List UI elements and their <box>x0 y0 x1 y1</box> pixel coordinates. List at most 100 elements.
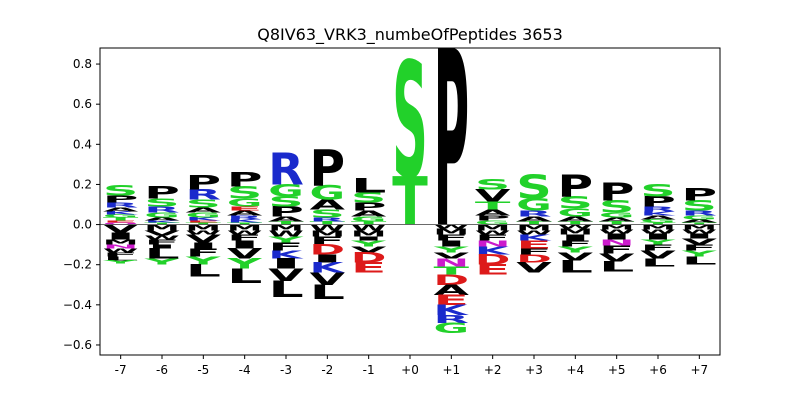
logo-letter-+5-up-2: G <box>599 211 635 219</box>
logo-letter-+2-down-5: D <box>475 252 511 268</box>
logo-letter--2-down-3: D <box>310 242 346 258</box>
logo-letter--6-down-4: I <box>144 244 180 250</box>
y-tick-label: −0.4 <box>63 298 92 312</box>
logo-letter--1-down-0: W <box>351 223 387 233</box>
logo-letter-+6-down-3: Y <box>639 238 675 246</box>
logo-letter--6-down-2: W <box>144 235 180 241</box>
logo-letter-+7-down-1: W <box>682 229 718 235</box>
logo-letter--2-up-3: A <box>310 197 347 213</box>
logo-letter-+6-up-3: K <box>640 211 676 217</box>
logo-letter--7-up-3: G <box>103 214 139 219</box>
logo-letter--5-up-2: K <box>186 217 223 222</box>
logo-letter-+6-up-4: R <box>640 205 676 213</box>
logo-letter--5-down-5: Y <box>185 255 222 268</box>
logo-letter-+2-down-1: W <box>475 230 511 236</box>
logo-letter-+2-up-4: V <box>475 187 511 206</box>
x-tick-label: +1 <box>442 363 460 377</box>
logo-letter--7-up-1: E <box>103 220 139 223</box>
logo-letter--6-up-1: K <box>144 220 181 223</box>
logo-letter-+6-up-6: S <box>640 181 676 200</box>
y-tick-label: 0.6 <box>73 97 92 111</box>
logo-letter--2-up-1: R <box>310 216 346 223</box>
logo-letter-+2-up-0: G <box>475 220 511 226</box>
logo-letter--4-down-5: Y <box>226 257 263 273</box>
logo-letter--3-down-7: L <box>268 277 304 302</box>
logo-letter-+4-up-4: P <box>558 168 594 204</box>
logo-letter--4-up-2: R <box>227 214 263 221</box>
logo-letter-+6-up-1: G <box>640 219 676 224</box>
logo-letter-+3-up-2: R <box>516 209 552 219</box>
plot-area: QETGKARPSVIMNWFLYTKAGRSPMVWFILYTEKGASRPM… <box>99 1 721 356</box>
logo-letter-+2-down-4: K <box>475 244 511 257</box>
logo-letter-+1-up-0: P <box>434 1 470 282</box>
logo-letter--7-down-7: Y <box>102 260 139 265</box>
logo-letter--4-up-0: T <box>227 222 263 225</box>
logo-letter--4-down-6: L <box>227 265 263 288</box>
logo-letter--3-up-0: T <box>268 221 305 226</box>
logo-letter--3-up-5: R <box>268 143 304 195</box>
logo-letter-+1-down-4: Y <box>433 245 469 255</box>
logo-letter-+1-down-9: A <box>434 282 471 298</box>
logo-letter-+6-down-2: I <box>640 232 676 242</box>
logo-letter-+7-down-4: F <box>682 243 718 253</box>
logo-letter-+6-down-6: L <box>640 257 676 270</box>
logo-letter--7-up-8: S <box>103 183 139 199</box>
logo-letter-+2-up-5: S <box>475 177 511 193</box>
logo-letter-+7-down-2: I <box>682 232 718 240</box>
logo-letter-+6-up-0: T <box>640 222 676 225</box>
logo-letter-+5-down-6: L <box>599 259 635 275</box>
x-tick-label: -6 <box>156 363 168 377</box>
logo-letter--3-up-2: P <box>268 204 304 220</box>
logo-letter-+7-down-6: L <box>682 255 718 268</box>
logo-letter--6-down-5: L <box>144 246 180 262</box>
logo-letter-+2-down-2: F <box>475 233 511 243</box>
logo-letter--1-down-4: V <box>351 245 387 255</box>
logo-letter--7-down-3: N <box>103 244 139 250</box>
logo-letter--7-up-5: A <box>103 206 140 212</box>
logo-letter--6-down-3: F <box>144 238 180 246</box>
x-tick-label: -3 <box>280 363 292 377</box>
logo-letter--1-down-2: I <box>351 236 387 242</box>
logo-letter--4-up-6: S <box>227 183 263 202</box>
logo-letter--7-up-7: P <box>103 194 139 205</box>
logo-letter-+1-down-5: V <box>434 251 470 261</box>
y-tick-label: 0.2 <box>73 177 92 191</box>
logo-letter-+1-down-7: T <box>434 265 470 278</box>
logo-letter--5-up-3: G <box>186 211 222 219</box>
logo-letter--1-down-6: E <box>351 260 387 276</box>
logo-letter--7-up-0: Q <box>103 222 139 225</box>
x-tick-label: -4 <box>239 363 251 377</box>
logo-letter--3-down-3: F <box>268 240 304 253</box>
logo-letter--4-up-1: K <box>227 219 264 224</box>
logo-letter-+5-up-0: T <box>599 221 636 226</box>
logo-letter-+1-down-6: N <box>434 257 470 270</box>
logo-letter-+3-down-4: F <box>516 247 552 257</box>
logo-letter-+4-up-0: T <box>558 221 595 226</box>
logo-letter--6-down-1: V <box>144 229 180 237</box>
logo-letter-+3-down-5: D <box>516 253 552 266</box>
logo-letter--5-down-3: I <box>186 241 222 251</box>
logo-letter--6-down-0: M <box>144 223 180 233</box>
logo-letter-+2-down-3: N <box>475 239 511 248</box>
logo-letter-+7-down-5: Y <box>681 249 717 259</box>
logo-letter-+3-down-3: E <box>516 238 552 251</box>
logo-letter--3-up-4: G <box>268 181 304 200</box>
y-tick-label: −0.6 <box>63 338 92 352</box>
logo-letter--5-up-1: E <box>186 220 222 223</box>
logo-letter-+7-up-0: T <box>682 222 718 225</box>
logo-letter--7-up-6: R <box>103 201 139 209</box>
logo-letter--7-up-2: T <box>103 217 140 222</box>
logo-letter-+3-down-1: W <box>516 230 552 236</box>
x-tick-label: +4 <box>566 363 584 377</box>
logo-letter--3-down-5: I <box>268 256 304 272</box>
logo-letter--3-down-2: Y <box>267 235 303 245</box>
logo-letter--7-down-4: W <box>103 248 139 254</box>
logo-letter--6-up-2: A <box>144 217 181 222</box>
logo-letter-+6-up-2: A <box>640 215 677 221</box>
x-tick-label: -5 <box>197 363 209 377</box>
logo-letter--3-up-1: A <box>268 215 304 223</box>
logo-letter--5-up-5: S <box>186 198 222 211</box>
logo-letter--5-down-1: W <box>186 230 222 236</box>
logo-letter--7-down-1: I <box>103 231 139 242</box>
logo-letter--2-down-1: M <box>310 229 346 239</box>
